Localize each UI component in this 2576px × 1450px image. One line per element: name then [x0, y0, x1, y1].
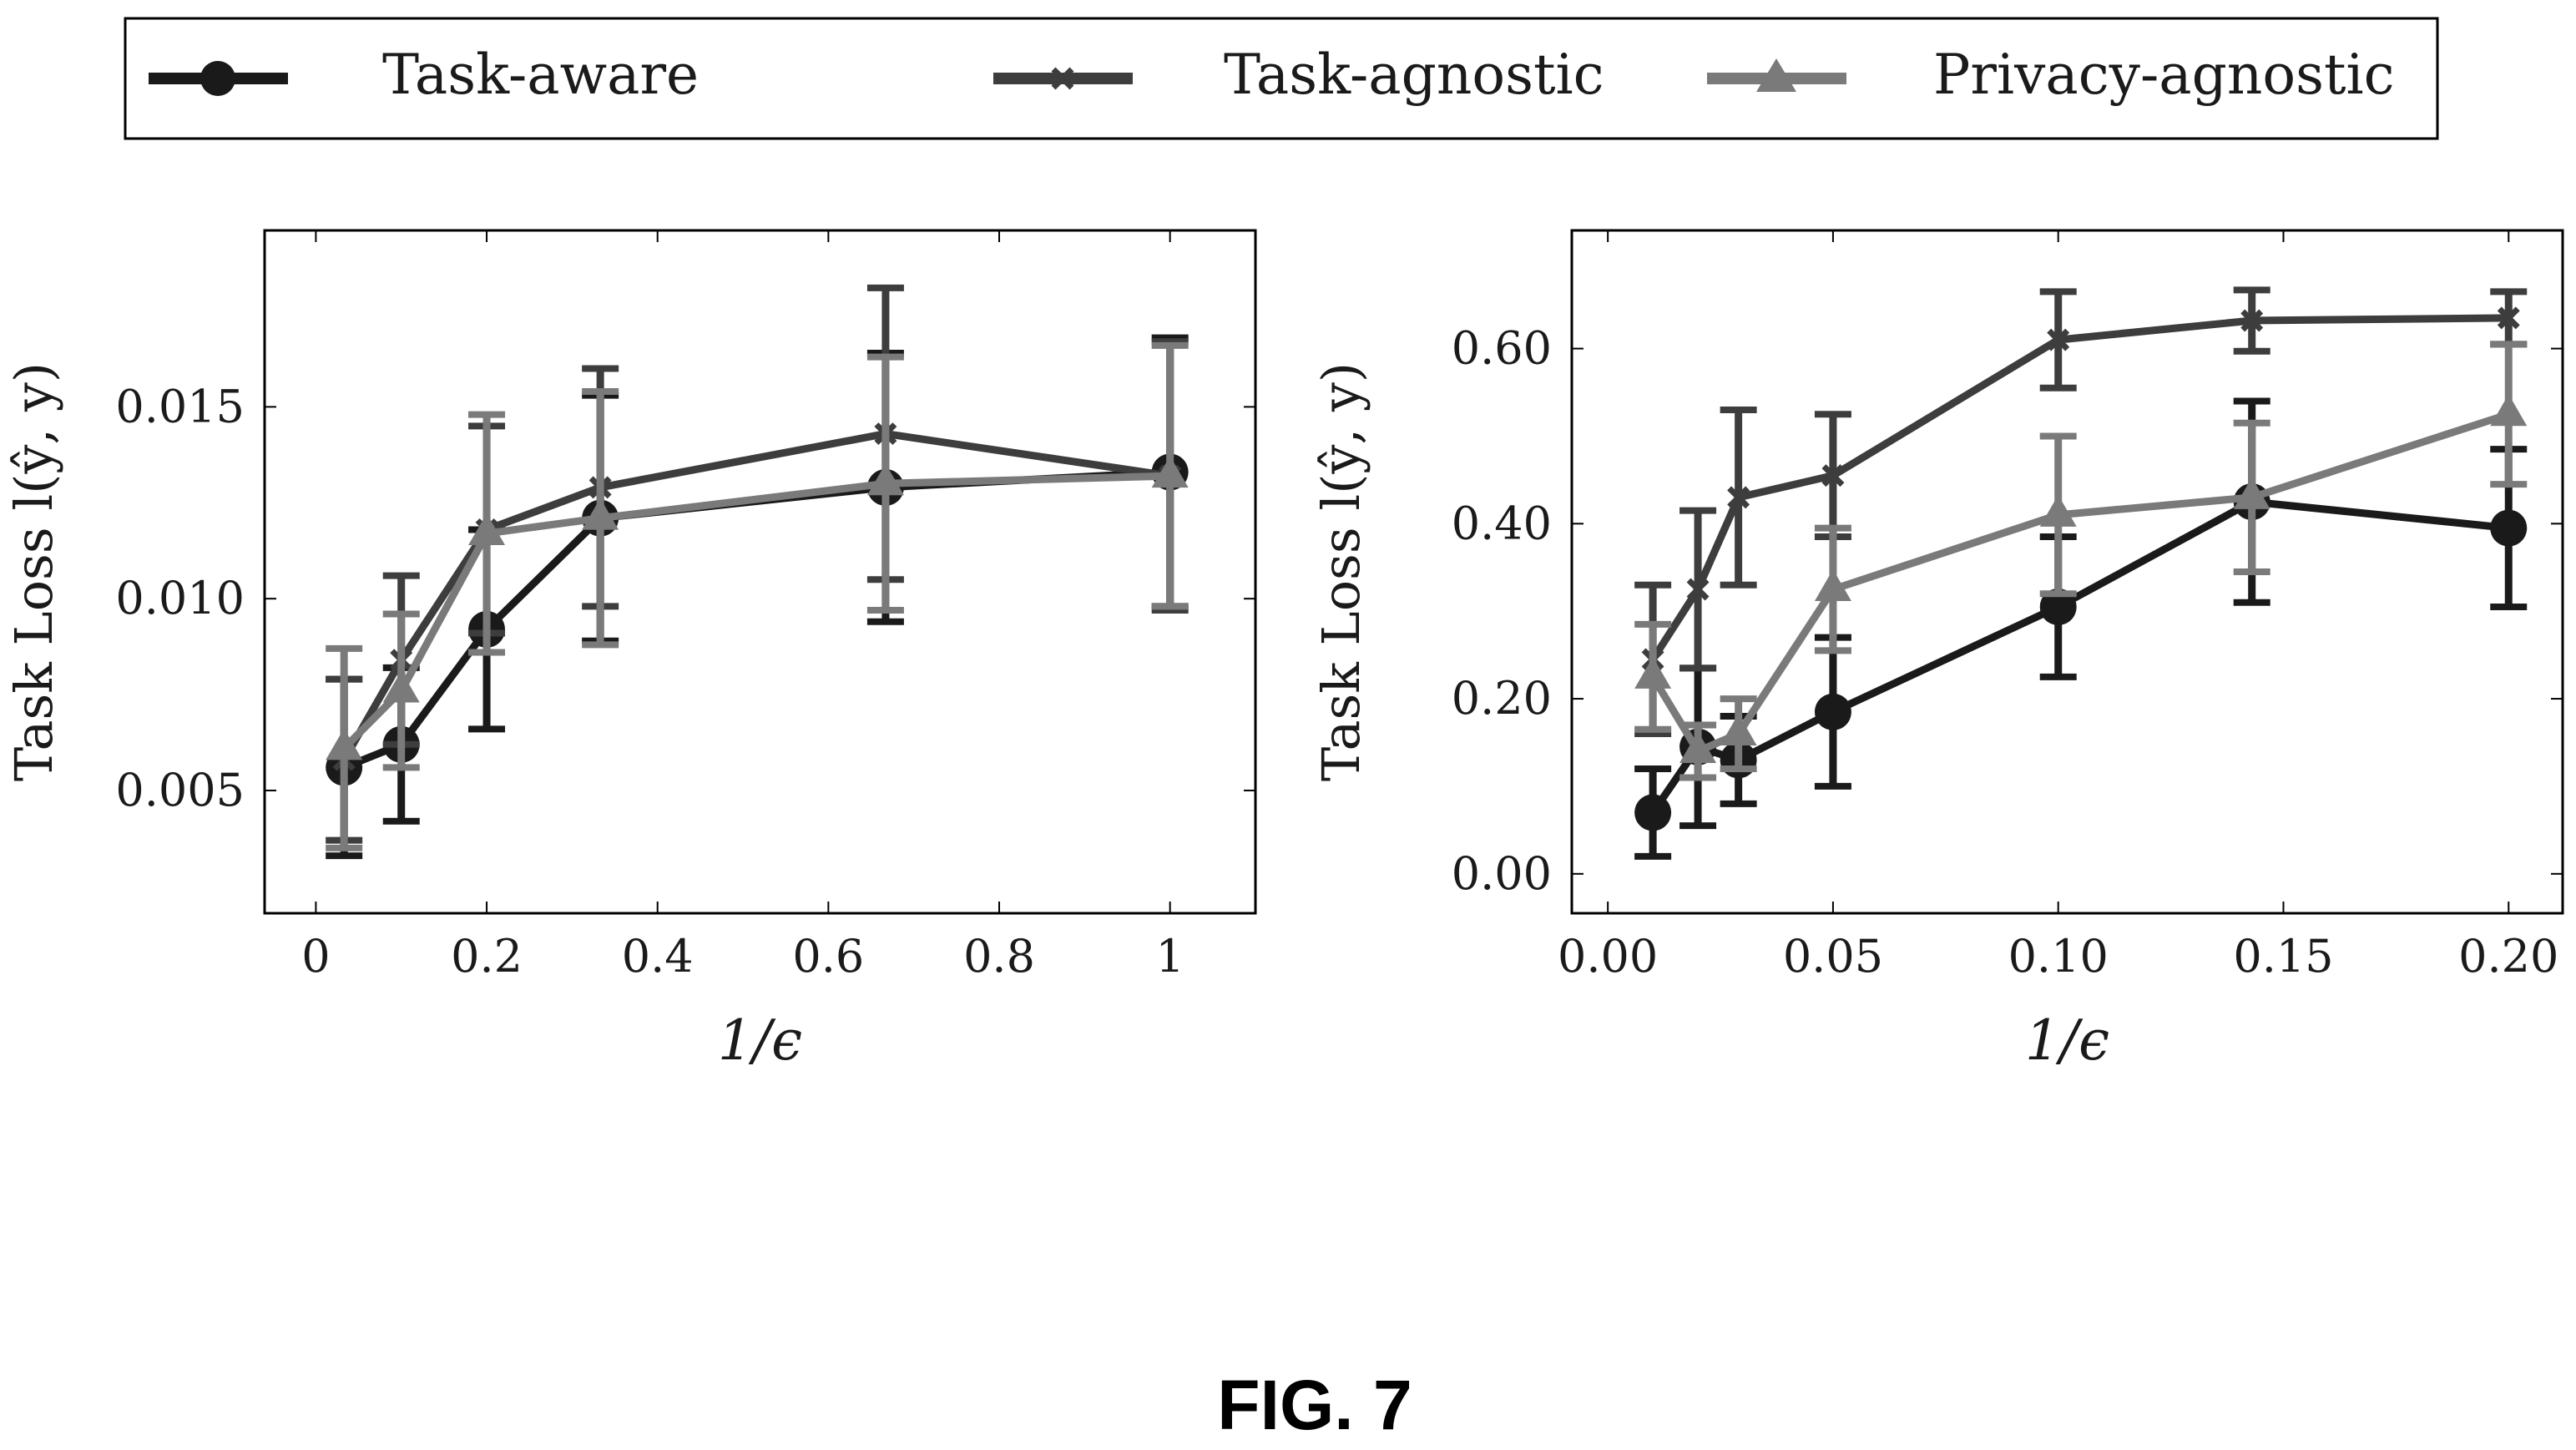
data-point: [2047, 328, 2070, 351]
y-tick-label: 0.20: [1452, 672, 1552, 725]
data-point: [1727, 486, 1750, 509]
data-point: [2039, 494, 2077, 527]
data-point: [1634, 794, 1672, 831]
legend: Task-aware Task-agnostic Privacy-agnosti…: [124, 17, 2439, 140]
legend-task-aware-label: Task-aware: [382, 43, 699, 107]
x-tick-label: 0.8: [963, 930, 1035, 983]
x-tick-label: 0.05: [1783, 930, 1883, 983]
data-point: [2490, 394, 2528, 427]
data-point: [382, 670, 420, 703]
x-tick-label: 0.00: [1558, 930, 1658, 983]
x-tick-label: 0.6: [792, 930, 864, 983]
data-point: [1634, 656, 1672, 689]
plot-frame: [1570, 229, 2564, 915]
series-line: [1649, 498, 2509, 815]
data-point: [468, 513, 506, 546]
x-tick-label: 0.4: [622, 930, 694, 983]
data-point: [1814, 693, 1851, 730]
x-tick-label: 0: [301, 930, 330, 983]
plot-frame: [263, 229, 1257, 915]
y-axis-label: Task Loss l(ŷ, y): [1311, 362, 1371, 781]
chart-left: 0 0.2 0.4 0.6 0.8 1 0.005 0.010 0.015 1/ϵ Task Los…: [3, 229, 1257, 1073]
x-tick-label: 0.10: [2008, 930, 2109, 983]
data-point: [1821, 464, 1845, 488]
series-line: [1649, 314, 2509, 662]
y-tick-label: 0.00: [1452, 847, 1552, 900]
legend-task-agnostic-label: Task-agnostic: [1224, 43, 1604, 107]
legend-box: [124, 17, 2439, 140]
y-tick-label: 0.005: [115, 764, 245, 816]
data-point: [1720, 714, 1757, 746]
series-privacy-agnostic: [326, 341, 1189, 851]
data-point: [1686, 578, 1710, 601]
data-point: [582, 498, 619, 530]
data-point: [2490, 509, 2528, 547]
series-line: [341, 430, 1171, 762]
data-point: [2240, 309, 2264, 332]
series-task-agnostic: [326, 284, 1189, 844]
y-axis-label: Task Loss l(ŷ, y): [3, 362, 64, 781]
y-tick-label: 0.015: [115, 380, 245, 432]
series-privacy-agnostic: [1634, 341, 2528, 781]
x-axis-label: 1/ϵ: [2025, 1008, 2109, 1073]
x-axis-label: 1/ϵ: [718, 1008, 802, 1073]
series-line: [342, 468, 1170, 771]
x-tick-label: 0.20: [2458, 930, 2558, 983]
figure-label: FIG. 7: [1217, 1366, 1412, 1444]
y-tick-label: 0.010: [115, 572, 245, 624]
legend-task-aware-marker: [200, 61, 235, 96]
data-point: [2497, 306, 2520, 330]
data-point: [2233, 477, 2270, 509]
chart-right: 0.00 0.05 0.10 0.15 0.20 0.00 0.20 0.40 0.60 1/ϵ T…: [1311, 229, 2564, 1073]
data-point: [1679, 730, 1717, 763]
x-tick-label: 0.15: [2233, 930, 2333, 983]
legend-privacy-agnostic-marker: [1756, 58, 1796, 92]
x-tick-label: 1: [1155, 930, 1184, 983]
x-tick-label: 0.2: [451, 930, 523, 983]
data-point: [2039, 588, 2077, 625]
legend-task-agnostic-marker: [1051, 67, 1074, 90]
data-point: [866, 463, 904, 496]
series-line: [1649, 410, 2510, 755]
series-task-aware: [1634, 397, 2528, 860]
data-point: [1151, 456, 1189, 488]
y-tick-label: 0.40: [1452, 497, 1552, 549]
data-point: [1814, 568, 1851, 601]
data-point: [326, 728, 363, 760]
y-tick-label: 0.60: [1452, 322, 1552, 375]
legend-privacy-agnostic-label: Privacy-agnostic: [1933, 43, 2395, 107]
series-line: [341, 472, 1170, 751]
